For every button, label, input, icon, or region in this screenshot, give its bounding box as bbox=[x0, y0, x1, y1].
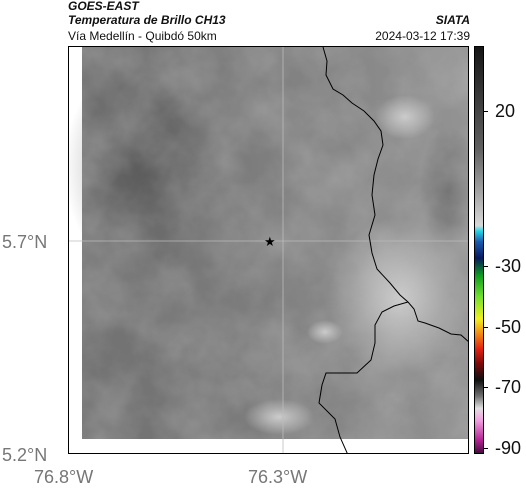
organization-label: SIATA bbox=[435, 13, 470, 27]
colorbar-tick bbox=[484, 387, 488, 388]
lat-tick-label: 5.2°N bbox=[2, 445, 48, 465]
colorbar-tick bbox=[484, 266, 488, 267]
colorbar-tick bbox=[484, 111, 488, 112]
colorbar-gradient bbox=[475, 47, 483, 453]
product-title: Temperatura de Brillo CH13 bbox=[68, 13, 226, 27]
colorbar-label: -70 bbox=[495, 377, 522, 397]
department-boundary bbox=[322, 47, 468, 342]
lon-tick-label: 76.8°W bbox=[34, 467, 94, 487]
map-panel[interactable]: ★ bbox=[68, 46, 469, 454]
satellite-title: GOES-EAST bbox=[68, 0, 139, 13]
colorbar-label: -30 bbox=[495, 256, 522, 276]
department-boundary bbox=[318, 301, 409, 453]
lon-tick-label: 76.3°W bbox=[248, 467, 308, 487]
timestamp-label: 2024-03-12 17:39 bbox=[375, 29, 470, 43]
colorbar-tick bbox=[484, 448, 488, 449]
satellite-image: ★ bbox=[69, 47, 468, 453]
colorbar-tick bbox=[484, 327, 488, 328]
colorbar-label: 20 bbox=[495, 101, 516, 121]
colorbar-label: -90 bbox=[495, 438, 522, 458]
colorbar bbox=[474, 46, 484, 454]
lat-tick-label: 5.7°N bbox=[2, 232, 48, 252]
imagery-texture bbox=[82, 47, 468, 439]
route-subtitle: Vía Medellín - Quibdó 50km bbox=[68, 29, 217, 43]
star-icon: ★ bbox=[264, 235, 276, 250]
colorbar-label: -50 bbox=[495, 317, 522, 337]
